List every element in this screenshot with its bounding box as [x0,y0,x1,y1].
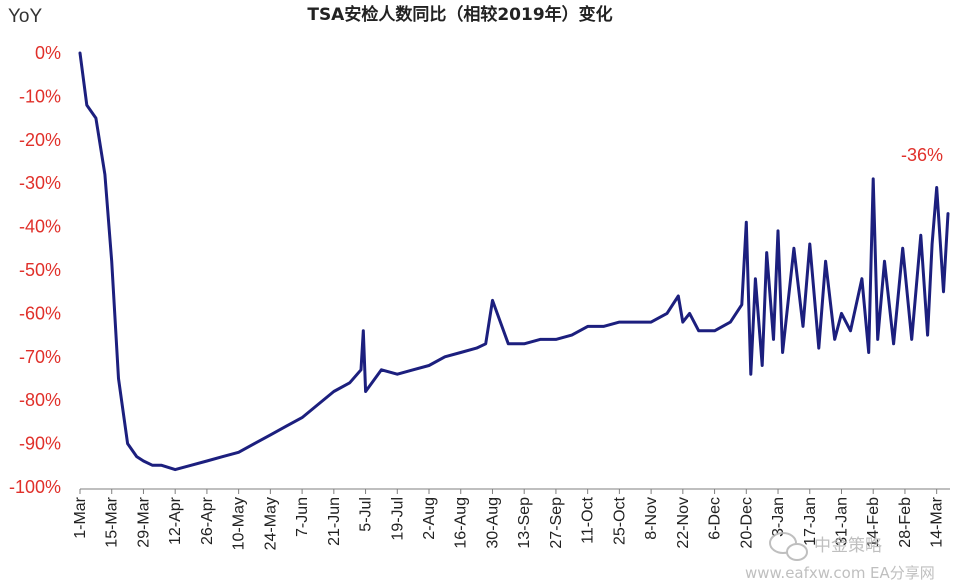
x-tick-label: 22-Nov [675,497,692,549]
x-tick-label: 11-Oct [580,496,597,543]
x-tick-label: 6-Dec [707,497,724,540]
chart-title: TSA安检人数同比（相较2019年）变化 [307,4,612,25]
y-tick-label: -90% [19,434,61,454]
x-tick-label: 30-Aug [484,497,501,549]
x-tick-label: 14-Mar [929,496,946,547]
x-tick-label: 12-Apr [167,496,184,545]
x-axis-ticks: 1-Mar 15-Mar 29-Mar 12-Apr 26-Apr 10-May 24-Ma… [72,489,946,550]
y-tick-label: -70% [19,347,61,367]
x-tick-label: 7-Jun [294,497,311,537]
x-tick-label: 24-May [262,497,279,550]
watermark-site: www.eafxw.com [745,564,865,582]
y-tick-label: 0% [35,43,61,63]
x-tick-label: 1-Mar [72,496,89,538]
watermark: 中金策略 www.eafxw.com EA分享网 [745,532,935,582]
last-value-annotation: -36% [901,145,943,165]
y-axis-ticks: 0% -10% -20% -30% -40% -50% -60% -70% -80% -90% -1… [9,43,61,497]
y-tick-label: -30% [19,173,61,193]
y-tick-label: -10% [19,86,61,106]
y-tick-label: -40% [19,217,61,237]
watermark-site-cn: EA分享网 [870,564,935,582]
x-tick-label: 26-Apr [199,496,216,545]
y-tick-label: -60% [19,303,61,323]
x-tick-label: 25-Oct [611,496,628,545]
x-tick-label: 15-Mar [104,496,121,547]
x-tick-label: 3-Jan [770,497,787,537]
x-tick-label: 19-Jul [389,497,406,541]
x-tick-label: 17-Jan [802,497,819,546]
x-tick-label: 29-Mar [135,496,152,547]
series-line-group [78,51,950,472]
y-axis-label: YoY [8,6,42,27]
y-tick-label: -80% [19,390,61,410]
x-tick-label: 14-Feb [865,497,882,548]
x-tick-label: 13-Sep [516,497,533,549]
watermark-brand: 中金策略 [814,536,882,556]
y-tick-label: -20% [19,130,61,150]
x-tick-label: 5-Jul [358,497,375,532]
x-tick-label: 8-Nov [643,497,660,540]
x-tick-label: 27-Sep [548,497,565,549]
x-tick-label: 10-May [231,497,248,550]
x-tick-label: 31-Jan [833,497,850,546]
x-tick-label: 2-Aug [421,497,438,540]
wechat-icon [769,532,808,561]
x-tick-label: 28-Feb [897,497,914,548]
y-tick-label: -100% [9,477,61,497]
x-tick-label: 21-Jun [326,497,343,546]
x-tick-label: 16-Aug [453,497,470,549]
y-tick-label: -50% [19,260,61,280]
x-tick-label: 20-Dec [738,497,755,549]
series-line [78,51,950,472]
